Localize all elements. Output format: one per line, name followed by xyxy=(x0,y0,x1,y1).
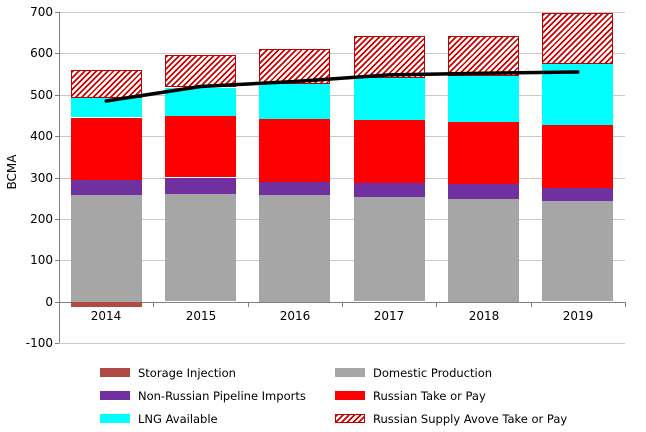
gridline xyxy=(59,260,625,261)
bar-segment xyxy=(542,201,613,301)
gridline xyxy=(59,95,625,96)
bar-segment xyxy=(354,182,425,197)
legend-swatch-icon xyxy=(100,391,130,400)
bar-segment xyxy=(448,36,519,76)
gridline xyxy=(59,53,625,54)
bar-segment xyxy=(259,119,330,182)
bar-segment xyxy=(354,197,425,301)
gridline xyxy=(59,136,625,137)
x-axis-tick xyxy=(342,302,343,307)
bar-segment xyxy=(448,184,519,199)
legend-label: Domestic Production xyxy=(373,365,493,380)
x-axis-tick xyxy=(531,302,532,307)
y-axis-tick xyxy=(55,219,59,220)
bar-segment xyxy=(259,195,330,302)
bar-segment xyxy=(259,84,330,119)
bar-segment xyxy=(71,302,142,307)
legend-item: Storage Injection xyxy=(100,361,306,384)
bar-segment xyxy=(259,182,330,195)
x-tick-label: 2018 xyxy=(468,309,500,323)
bar-segment xyxy=(165,178,236,194)
y-tick-label: 100 xyxy=(30,253,53,267)
legend-label: Russian Supply Avove Take or Pay xyxy=(373,411,568,426)
legend-column: Domestic Production Russian Take or Pay Ru… xyxy=(335,361,567,430)
y-axis-tick xyxy=(55,136,59,137)
y-tick-label: 500 xyxy=(30,88,53,102)
legend-label: Non-Russian Pipeline Imports xyxy=(138,388,306,403)
y-axis-tick xyxy=(55,343,59,344)
legend-swatch-icon xyxy=(100,414,130,423)
legend-swatch-icon xyxy=(335,414,365,423)
bar-segment xyxy=(259,49,330,84)
bar-segment xyxy=(165,55,236,87)
legend-item: LNG Available xyxy=(100,407,306,430)
y-axis-tick xyxy=(55,12,59,13)
y-axis-tick xyxy=(55,178,59,179)
x-tick-label: 2015 xyxy=(185,309,217,323)
x-axis-tick xyxy=(436,302,437,307)
bar-segment xyxy=(448,122,519,184)
y-axis-tick xyxy=(55,260,59,261)
bar-segment xyxy=(165,193,236,301)
x-tick-label: 2014 xyxy=(90,309,122,323)
y-tick-label: 400 xyxy=(30,129,53,143)
legend-item: Domestic Production xyxy=(335,361,567,384)
gridline xyxy=(59,178,625,179)
y-axis-tick xyxy=(55,95,59,96)
legend-swatch-icon xyxy=(100,368,130,377)
bar-segment xyxy=(71,118,142,180)
y-tick-label: -100 xyxy=(25,336,53,350)
y-tick-label: 700 xyxy=(30,5,53,19)
legend-label: Russian Take or Pay xyxy=(373,388,486,403)
bar-segment xyxy=(542,187,613,201)
x-axis-tick xyxy=(248,302,249,307)
x-tick-label: 2016 xyxy=(279,309,311,323)
y-tick-label: 300 xyxy=(30,171,53,185)
bar-segment xyxy=(448,76,519,122)
y-axis-line xyxy=(59,12,60,343)
y-tick-label: 0 xyxy=(45,295,53,309)
bar-segment xyxy=(448,199,519,302)
legend-swatch-icon xyxy=(335,368,365,377)
bar-segment xyxy=(71,195,142,302)
bar-segment xyxy=(354,36,425,78)
legend-label: Storage Injection xyxy=(138,365,236,380)
y-tick-label: 600 xyxy=(30,46,53,60)
gridline xyxy=(59,219,625,220)
legend-item: Russian Supply Avove Take or Pay xyxy=(335,407,567,430)
x-tick-label: 2017 xyxy=(373,309,405,323)
bar-segment xyxy=(542,125,613,188)
gridline xyxy=(59,343,625,344)
x-axis-tick xyxy=(625,302,626,307)
x-axis-tick xyxy=(59,302,60,307)
bar-segment xyxy=(165,115,236,177)
y-axis-tick xyxy=(55,302,59,303)
y-axis-tick xyxy=(55,53,59,54)
bar-segment xyxy=(542,64,613,125)
bar-segment xyxy=(71,98,142,117)
legend-label: LNG Available xyxy=(138,411,218,426)
bar-segment xyxy=(71,70,142,98)
bar-segment xyxy=(354,120,425,183)
bar-segment xyxy=(165,88,236,116)
legend-column: Storage Injection Non-Russian Pipeline Im… xyxy=(100,361,306,430)
legend-item: Russian Take or Pay xyxy=(335,384,567,407)
bar-segment xyxy=(71,180,142,195)
bar-segment xyxy=(354,78,425,120)
gridline xyxy=(59,12,625,13)
x-axis-tick xyxy=(153,302,154,307)
y-tick-label: 200 xyxy=(30,212,53,226)
legend-item: Non-Russian Pipeline Imports xyxy=(100,384,306,407)
bar-segment xyxy=(542,13,613,64)
legend-swatch-icon xyxy=(335,391,365,400)
x-tick-label: 2019 xyxy=(562,309,594,323)
